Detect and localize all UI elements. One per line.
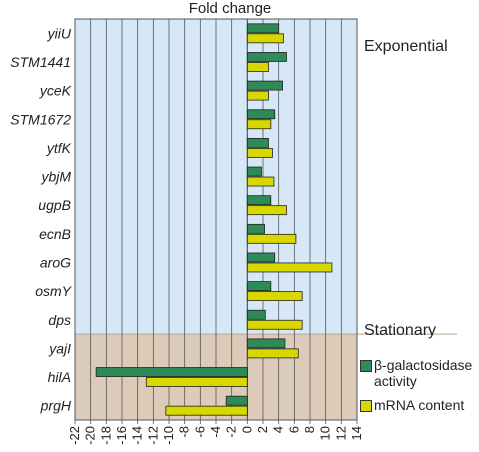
bar-dps-beta-galactosidase — [246, 309, 266, 320]
bar-yaji-beta-galactosidase — [246, 338, 286, 349]
legend-swatch-yellow — [360, 400, 372, 412]
category-label-arog: aroG — [40, 254, 71, 270]
bar-stm1672-beta-galactosidase — [246, 109, 276, 120]
chart-title: Fold change — [188, 0, 272, 17]
tick-label--18: -18 — [98, 426, 113, 445]
tick-label-14: 14 — [349, 426, 364, 440]
bar-stm1441-mrna — [246, 62, 269, 72]
category-label-ycek: yceK — [39, 83, 72, 99]
category-label-ytfk: ytfK — [46, 140, 72, 156]
bar-ugpb-beta-galactosidase — [246, 195, 272, 206]
category-label-osmy: osmY — [35, 283, 72, 299]
tick-label--12: -12 — [145, 426, 160, 445]
category-label-ecnb: ecnB — [39, 226, 71, 242]
stationary-label: Stationary — [364, 322, 437, 339]
tick-label--4: -4 — [208, 426, 223, 438]
category-label-stm1441: STM1441 — [10, 54, 71, 70]
bar-prgh-mrna — [165, 405, 248, 416]
tick-label-12: 12 — [333, 426, 348, 440]
legend-label-mrna: mRNA content — [374, 397, 465, 413]
tick-label--22: -22 — [67, 426, 82, 445]
category-label-prgh: prgH — [40, 398, 72, 414]
tick-label-10: 10 — [318, 426, 333, 440]
bar-ecnb-beta-galactosidase — [246, 223, 265, 234]
category-label-ugpb: ugpB — [38, 197, 71, 213]
bar-osmy-mrna — [246, 291, 303, 302]
exponential-label: Exponential — [364, 38, 448, 55]
bar-arog-beta-galactosidase — [246, 252, 276, 263]
bar-osmy-beta-galactosidase — [246, 281, 272, 292]
tick-label--10: -10 — [161, 426, 176, 445]
category-label-dps: dps — [48, 312, 71, 328]
tick-label-4: 4 — [271, 426, 286, 433]
tick-label-0: 0 — [239, 426, 254, 433]
bar-ycek-mrna — [246, 90, 269, 101]
category-label-yiiu: yiiU — [47, 25, 72, 41]
bar-yaji-mrna — [246, 348, 299, 359]
bar-prgh-beta-galactosidase — [225, 395, 248, 406]
tick-label--14: -14 — [130, 426, 145, 445]
tick-label--20: -20 — [83, 426, 98, 445]
bar-ecnb-mrna — [246, 233, 297, 244]
category-label-hila: hilA — [48, 369, 71, 385]
bar-dps-mrna — [246, 319, 303, 330]
bar-ytfk-beta-galactosidase — [246, 137, 269, 148]
bar-ytfk-mrna — [246, 147, 273, 158]
bar-ycek-beta-galactosidase — [246, 80, 283, 91]
tick-label--8: -8 — [177, 426, 192, 438]
bar-ugpb-mrna — [246, 205, 287, 216]
category-label-ybjm: ybjM — [40, 169, 71, 185]
bar-yiiu-beta-galactosidase — [246, 23, 280, 34]
tick-label-2: 2 — [255, 426, 270, 433]
bar-hila-mrna — [145, 377, 248, 387]
tick-label-8: 8 — [302, 426, 317, 433]
category-label-stm1672: STM1672 — [10, 111, 71, 127]
bar-yiiu-mrna — [246, 33, 284, 44]
tick-label--6: -6 — [192, 426, 207, 438]
bar-ybjm-mrna — [246, 176, 275, 187]
tick-label--2: -2 — [224, 426, 239, 438]
tick-label-6: 6 — [286, 426, 301, 433]
bar-stm1441-beta-galactosidase — [246, 52, 287, 62]
bar-stm1672-mrna — [246, 119, 272, 130]
legend-swatch-green — [360, 360, 372, 372]
bar-hila-beta-galactosidase — [95, 367, 248, 377]
legend-label-beta-galactosidase: β-galactosidase activity — [374, 357, 473, 389]
tick-label--16: -16 — [114, 426, 129, 445]
bar-ybjm-beta-galactosidase — [246, 166, 262, 177]
bar-arog-mrna — [246, 262, 333, 273]
category-label-yaji: yajI — [48, 340, 71, 356]
